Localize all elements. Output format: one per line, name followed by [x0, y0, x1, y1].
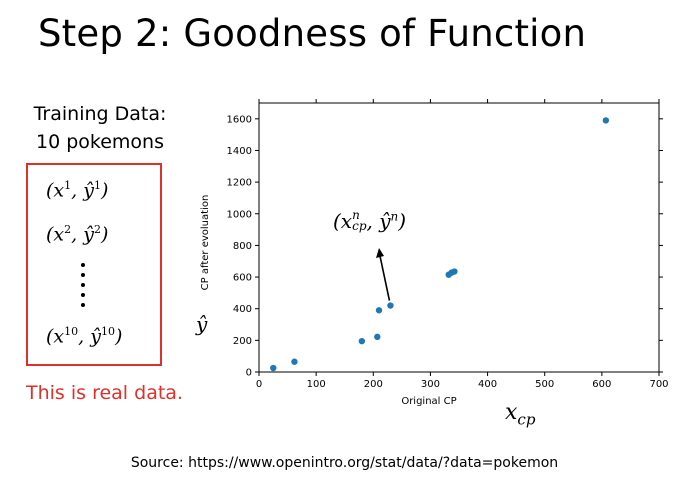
data-point	[270, 364, 277, 372]
pair-1-close: )	[100, 179, 109, 202]
pair-10-sup-y: 10	[100, 325, 115, 338]
x-tick-label: 200	[364, 379, 383, 390]
point-annotation: (x n cp, ŷn)	[333, 209, 406, 234]
training-data-line1: Training Data:	[33, 103, 167, 125]
y-tick-label: 1600	[227, 114, 252, 125]
xcp-sub: cp	[517, 410, 536, 429]
y-tick-label: 200	[233, 336, 252, 347]
pair-2: (x2, ŷ2)	[46, 223, 108, 245]
pair-1-sup-x: 1	[64, 179, 72, 192]
training-data-heading: Training Data: 10 pokemons	[20, 100, 180, 156]
annotation-sup-n: n	[352, 207, 360, 222]
x-axis-label: Original CP	[401, 396, 456, 407]
xcp-main: x	[505, 400, 518, 425]
source-citation: Source: https://www.openintro.org/stat/d…	[130, 455, 559, 471]
y-tick-label: 1200	[227, 178, 252, 189]
yhat-axis-symbol: ŷ	[196, 312, 208, 336]
pair-1-mid: , ŷ	[71, 179, 94, 202]
pair-10: (x10, ŷ10)	[46, 325, 122, 347]
pair-10-close: )	[114, 325, 123, 348]
y-tick-label: 600	[233, 273, 252, 284]
data-point	[358, 337, 366, 345]
pair-10-x: (x	[46, 325, 65, 348]
slide-title: Step 2: Goodness of Function	[38, 12, 587, 55]
annotation-open: (x	[333, 209, 353, 233]
data-point	[387, 302, 394, 309]
pair-2-x: (x	[46, 223, 65, 246]
data-point	[602, 117, 610, 124]
training-pairs-box: (x1, ŷ1) (x2, ŷ2) (x10, ŷ10)	[26, 163, 162, 366]
x-tick-label: 500	[535, 379, 554, 390]
plot-frame	[258, 102, 660, 373]
x-tick-label: 600	[592, 379, 611, 390]
annotation-sub-cp: cp	[352, 218, 367, 233]
y-tick-label: 0	[246, 368, 252, 379]
data-point	[291, 358, 298, 365]
data-point	[451, 268, 458, 275]
annotation-arrow-head	[376, 248, 384, 258]
y-tick-label: 1400	[227, 146, 252, 157]
pair-10-sup-x: 10	[64, 325, 79, 338]
pair-2-sup-x: 2	[64, 223, 72, 236]
y-tick-label: 400	[233, 304, 252, 315]
annotation-arrow-line	[379, 255, 391, 301]
pair-2-mid: , ŷ	[71, 223, 94, 246]
xcp-axis-symbol: xcp	[505, 400, 535, 428]
y-axis-label: CP after evoluation	[200, 195, 211, 291]
data-point	[375, 307, 383, 314]
pair-1-x: (x	[46, 179, 65, 202]
annotation-close: )	[398, 209, 407, 233]
training-data-line2: 10 pokemons	[36, 131, 164, 153]
pair-2-close: )	[100, 223, 109, 246]
data-point	[374, 333, 381, 341]
annotation-sup-yn: n	[390, 209, 399, 224]
x-tick-label: 0	[256, 379, 262, 390]
x-tick-label: 300	[421, 379, 440, 390]
annotation-mid: , ŷ	[366, 209, 391, 233]
pair-10-mid: , ŷ	[78, 325, 101, 348]
y-tick-label: 1000	[227, 209, 252, 220]
x-tick-label: 400	[478, 379, 497, 390]
x-tick-label: 700	[649, 379, 668, 390]
pair-1-sup-y: 1	[93, 179, 101, 192]
vertical-ellipsis	[81, 263, 87, 313]
pair-2-sup-y: 2	[93, 223, 101, 236]
pair-1: (x1, ŷ1)	[46, 179, 108, 201]
real-data-note: This is real data.	[26, 382, 183, 404]
y-tick-label: 800	[233, 241, 252, 252]
x-tick-label: 100	[307, 379, 326, 390]
